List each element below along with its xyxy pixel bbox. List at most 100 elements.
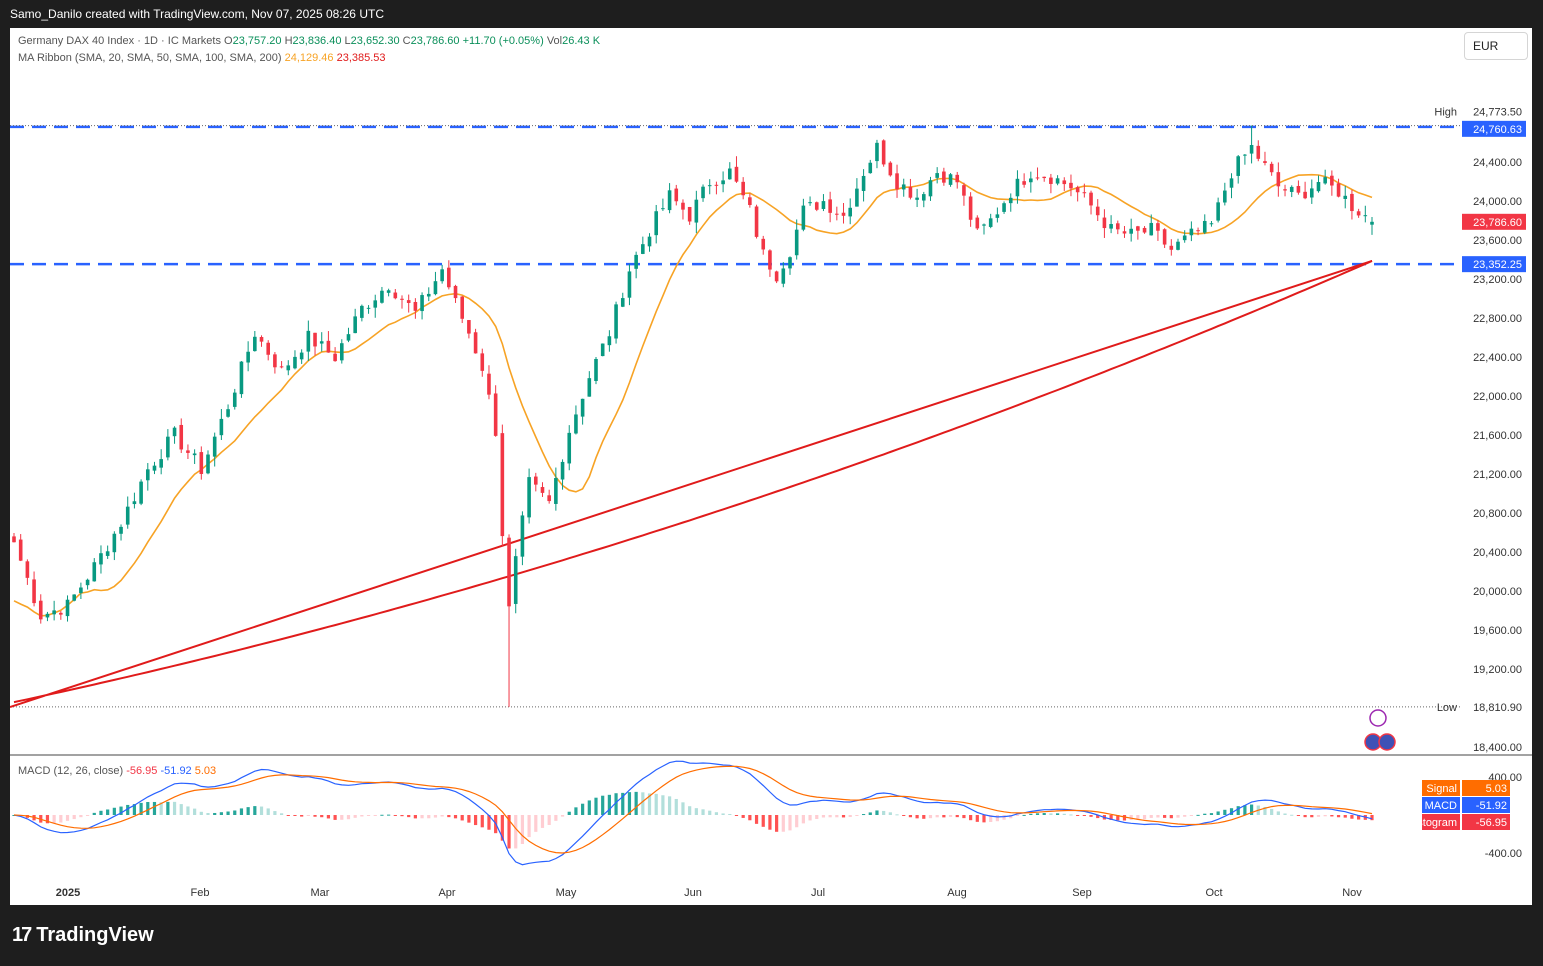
candle	[299, 349, 304, 364]
macd-histogram-bar	[641, 792, 645, 815]
currency-selector[interactable]: EUR	[1464, 32, 1528, 60]
candle-body	[935, 173, 939, 178]
macd-histogram-bar	[186, 806, 190, 815]
candle	[1363, 205, 1368, 223]
ma-20-value: 24,129.46	[284, 52, 334, 64]
candle-body	[661, 208, 665, 210]
candle	[232, 388, 237, 410]
volume-value: 26.43 K	[562, 35, 601, 47]
candle	[507, 534, 511, 707]
candle	[828, 191, 832, 223]
candle	[366, 305, 371, 314]
candle-body	[132, 501, 137, 505]
candle	[159, 449, 163, 475]
candle	[935, 167, 939, 184]
candle	[132, 492, 137, 509]
candle-body	[1309, 188, 1314, 198]
candle-body	[105, 551, 110, 556]
candle-body	[1089, 192, 1093, 206]
ma-ribbon-legend[interactable]: MA Ribbon (SMA, 20, SMA, 50, SMA, 100, S…	[18, 52, 386, 64]
candle	[560, 459, 565, 490]
candle-body	[400, 298, 404, 300]
candle	[400, 295, 404, 309]
macd-pane	[12, 760, 1374, 866]
candle	[647, 233, 652, 252]
candle	[948, 172, 953, 187]
candle	[808, 196, 812, 206]
candle	[59, 611, 63, 620]
macd-histogram-bar	[293, 815, 297, 816]
candle-body	[1142, 227, 1147, 233]
symbol-legend[interactable]: Germany DAX 40 Index · 1D · IC Markets O…	[18, 35, 600, 47]
y-tick-label: 23,200.00	[1473, 274, 1522, 286]
macd-histogram-bar	[1076, 815, 1080, 816]
macd-legend[interactable]: MACD (12, 26, close) -56.95 -51.92 5.03	[18, 765, 216, 777]
candle-body	[333, 353, 337, 362]
candle	[554, 467, 558, 511]
macd-histogram-bar	[427, 815, 431, 819]
candle-body	[273, 354, 277, 368]
macd-histogram-bar	[714, 812, 719, 815]
candle	[273, 352, 277, 374]
macd-tag-value: -51.92	[1476, 800, 1507, 812]
candle-body	[473, 332, 478, 354]
candle	[1095, 199, 1100, 221]
candle	[306, 320, 311, 361]
candle	[279, 361, 284, 369]
candle-body	[1283, 189, 1287, 191]
candle-body	[1129, 228, 1133, 234]
macd-histogram-bar	[313, 815, 317, 817]
candle	[45, 611, 50, 622]
candle-body	[1069, 182, 1073, 189]
candle-body	[433, 281, 438, 295]
macd-histogram-bar	[473, 815, 478, 826]
candle	[661, 198, 665, 211]
macd-histogram-bar	[152, 801, 157, 815]
macd-histogram-bar	[65, 815, 70, 821]
macd-histogram-bar	[79, 815, 83, 818]
candle	[580, 398, 585, 425]
chart-frame[interactable]: 18,400.0018,800.0019,200.0019,600.0020,0…	[10, 28, 1532, 905]
level-lower-tag: 23,352.25	[1473, 259, 1522, 271]
candle-body	[306, 330, 311, 352]
candle	[761, 235, 766, 255]
macd-histogram-bar	[273, 811, 277, 815]
candle-body	[821, 201, 826, 209]
candle-body	[794, 229, 799, 256]
candle	[1283, 184, 1287, 197]
candle-body	[299, 352, 304, 360]
candle-body	[580, 398, 585, 417]
candle-body	[1015, 178, 1020, 197]
candle-body	[1216, 202, 1220, 221]
candle	[855, 178, 859, 207]
macd-histogram-bar	[1276, 811, 1280, 815]
candle-body	[634, 254, 638, 269]
macd-histogram-bar	[1136, 815, 1140, 820]
candle-body	[1256, 145, 1261, 159]
candle-body	[587, 378, 592, 397]
candle	[179, 418, 184, 454]
candle	[748, 193, 752, 208]
low-value-tag: 18,810.90	[1473, 702, 1522, 714]
candle	[72, 594, 77, 602]
macd-histogram-bar	[1196, 814, 1200, 816]
symbol-name: Germany DAX 40 Index · 1D · IC Markets	[18, 35, 221, 47]
candle-body	[647, 236, 652, 247]
x-tick-label: Sep	[1072, 887, 1092, 899]
macd-histogram-bar	[1283, 813, 1287, 815]
candle-body	[881, 140, 886, 165]
candle	[1042, 176, 1047, 182]
candle	[212, 432, 217, 467]
candle-body	[607, 336, 612, 346]
x-tick-label: Apr	[438, 887, 455, 899]
x-tick-label: Mar	[311, 887, 330, 899]
candle	[393, 289, 398, 300]
candle	[968, 192, 973, 227]
candle-body	[895, 173, 899, 190]
macd-histogram-bar	[132, 804, 137, 815]
candle	[38, 594, 43, 624]
macd-histogram-bar	[166, 801, 170, 815]
chart-canvas[interactable]: 18,400.0018,800.0019,200.0019,600.0020,0…	[10, 28, 1532, 905]
candle-body	[313, 332, 317, 347]
candle-body	[814, 202, 819, 210]
